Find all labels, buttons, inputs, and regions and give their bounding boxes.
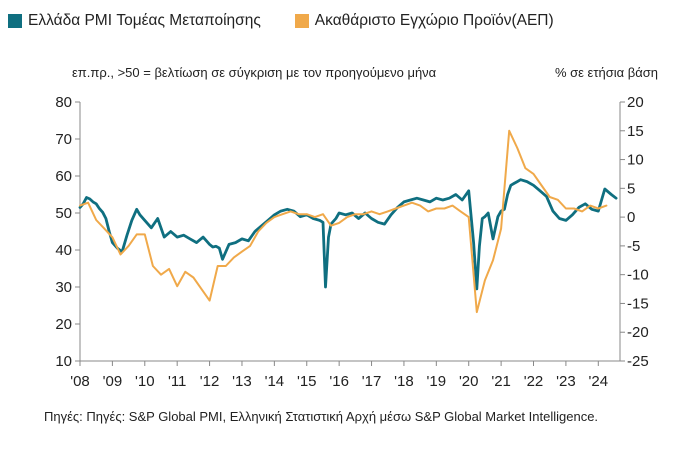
legend-label-gdp: Ακαθάριστο Εγχώριο Προϊόν(ΑΕΠ) — [314, 12, 554, 29]
x-tick-label: '20 — [459, 373, 479, 390]
x-tick-label: '14 — [265, 373, 285, 390]
x-tick-label: '16 — [329, 373, 349, 390]
x-tick-label: '15 — [297, 373, 317, 390]
left-tick-label: 10 — [55, 353, 72, 370]
right-tick-label: 10 — [627, 152, 644, 169]
x-tick-label: '11 — [168, 373, 186, 390]
left-tick-label: 60 — [55, 168, 72, 185]
right-tick-label: 0 — [627, 209, 635, 226]
x-tick-label: '21 — [491, 373, 511, 390]
x-tick-label: '19 — [427, 373, 447, 390]
right-tick-label: -15 — [627, 295, 649, 312]
right-tick-label: -25 — [627, 353, 649, 370]
right-axis-note: % σε ετήσια βάση — [554, 65, 658, 80]
x-tick-label: '17 — [362, 373, 382, 390]
x-tick-label: '12 — [200, 373, 220, 390]
x-tick-label: '08 — [70, 373, 90, 390]
right-tick-label: -5 — [627, 238, 640, 255]
gdp-swatch — [294, 14, 309, 28]
x-tick-label: '13 — [232, 373, 252, 390]
right-tick-label: -10 — [627, 267, 649, 284]
left-tick-label: 20 — [55, 316, 72, 333]
right-tick-label: 20 — [627, 94, 644, 111]
x-tick-label: '23 — [556, 373, 576, 390]
right-tick-label: 15 — [627, 123, 644, 140]
x-tick-label: '22 — [524, 373, 544, 390]
left-tick-label: 40 — [55, 242, 72, 259]
right-tick-label: -20 — [627, 324, 649, 341]
legend-label-pmi: Ελλάδα PMI Τομέας Μεταποίησης — [28, 12, 261, 29]
x-tick-label: '10 — [135, 373, 155, 390]
left-tick-label: 80 — [55, 94, 72, 111]
gdp-series-line — [79, 129, 608, 314]
legend-item-gdp: Ακαθάριστο Εγχώριο Προϊόν(ΑΕΠ) — [294, 12, 554, 30]
legend-item-pmi: Ελλάδα PMI Τομέας Μεταποίησης — [8, 12, 261, 30]
left-tick-label: 30 — [55, 279, 72, 296]
right-tick-label: 5 — [627, 180, 635, 197]
pmi-series-line — [78, 178, 618, 291]
x-tick-label: '18 — [394, 373, 414, 390]
left-axis-note: επ.πρ., >50 = βελτίωση σε σύγκριση με το… — [72, 65, 437, 80]
left-tick-label: 50 — [55, 205, 72, 222]
pmi-swatch — [8, 14, 22, 28]
left-tick-label: 70 — [55, 131, 72, 148]
legend: Ελλάδα PMI Τομέας Μεταποίησης Ακαθάριστο… — [8, 12, 588, 30]
x-tick-label: '24 — [589, 373, 609, 390]
x-tick-label: '09 — [103, 373, 123, 390]
source-note: Πηγές: Πηγές: S&P Global PMI, Ελληνική Σ… — [44, 409, 599, 424]
